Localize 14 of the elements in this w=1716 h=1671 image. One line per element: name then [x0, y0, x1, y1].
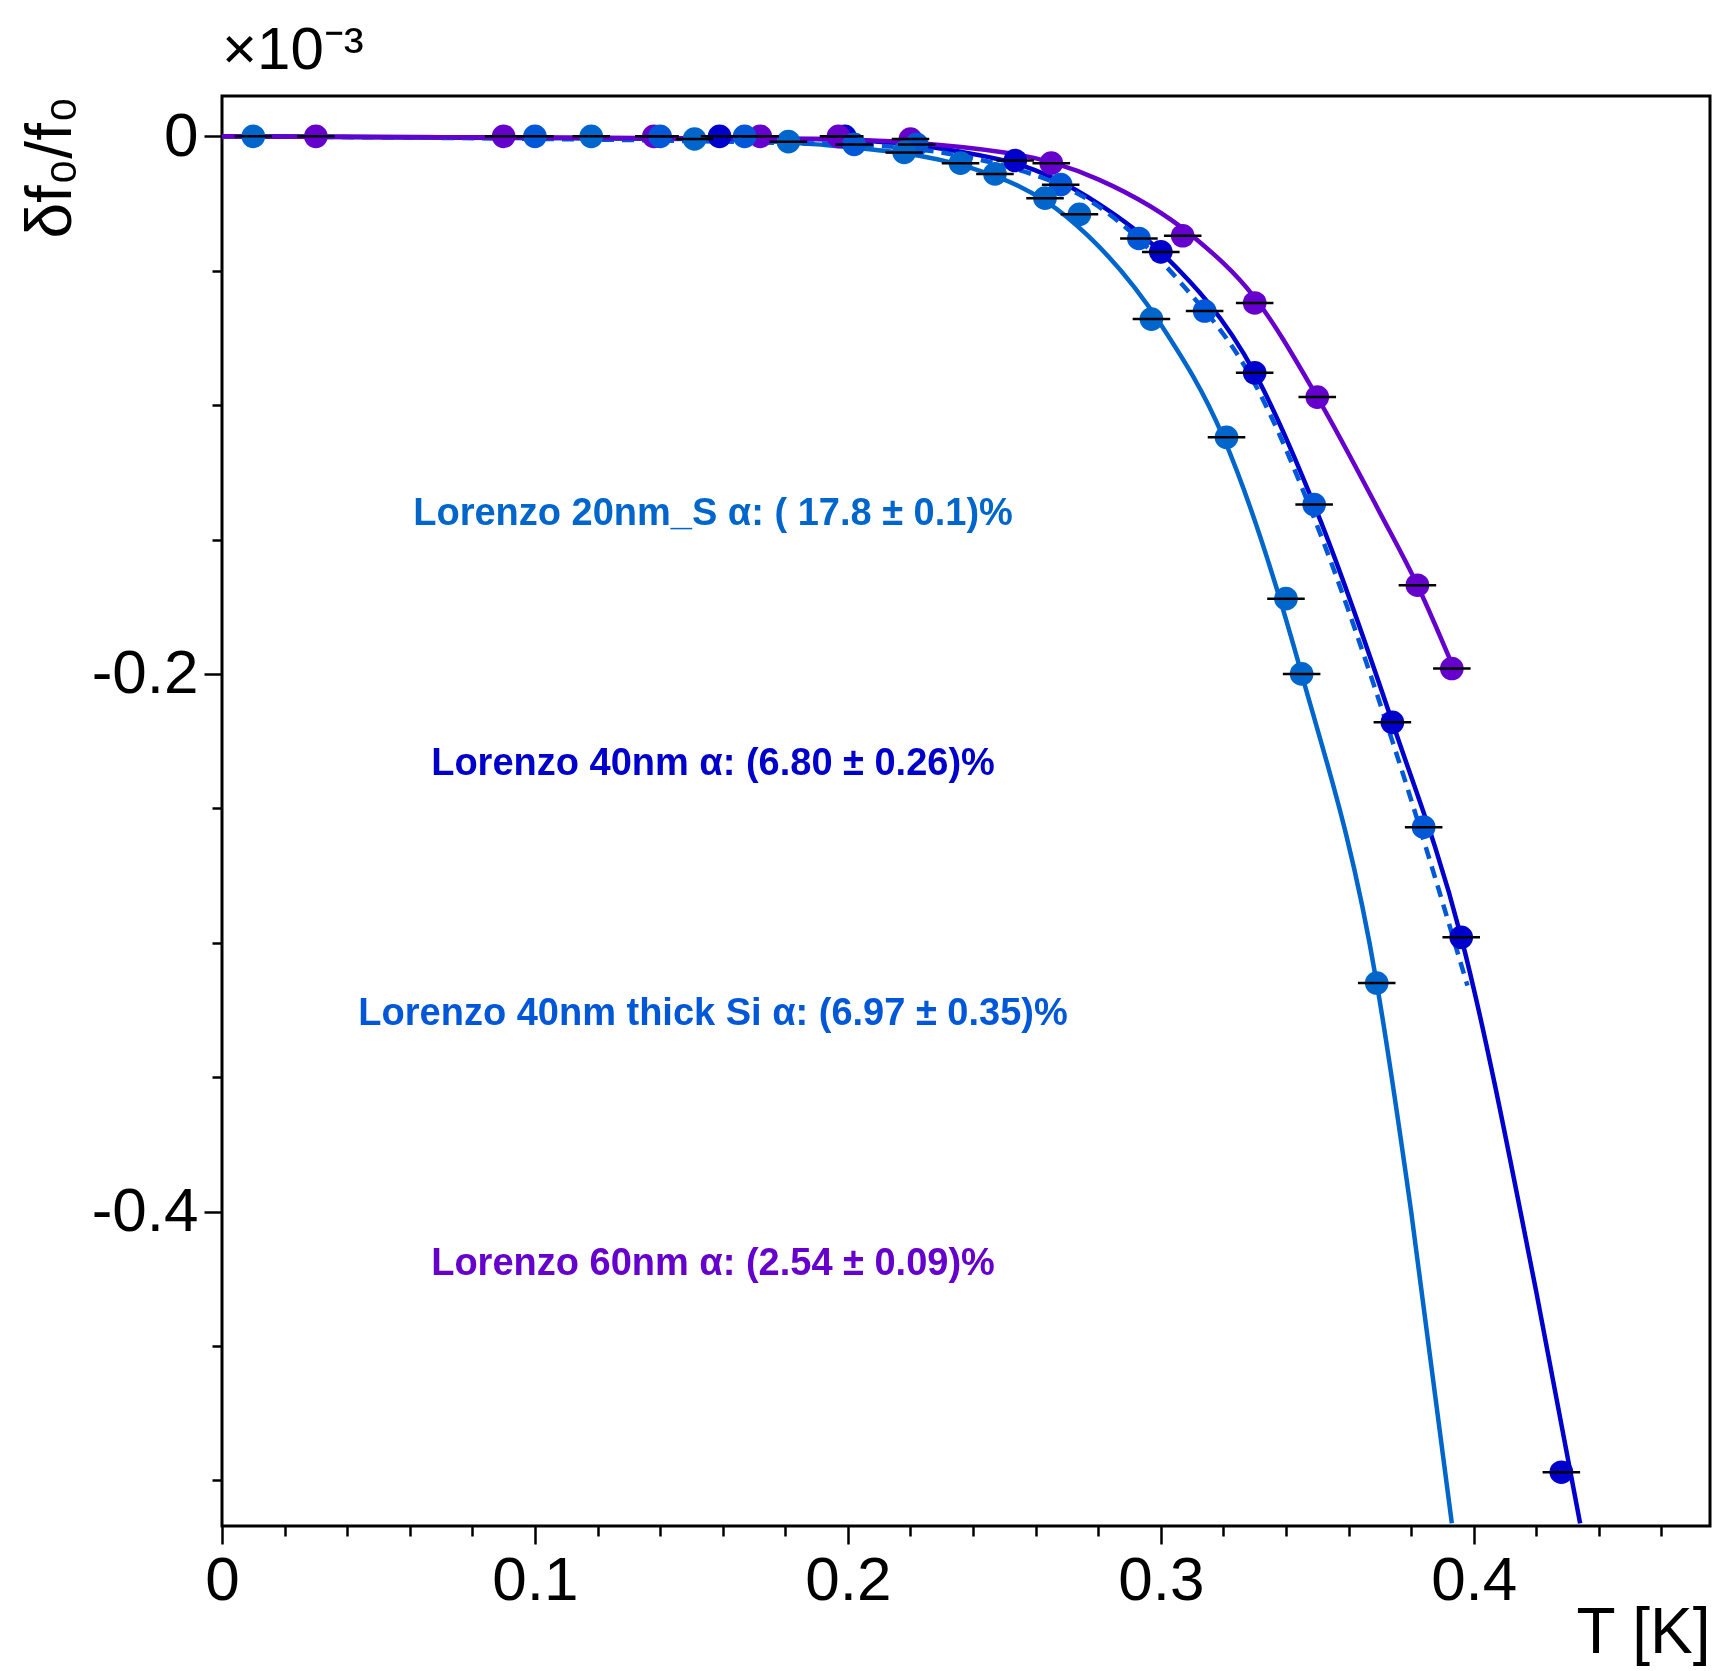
text: Lorenzo 20nm_S α: ( 17.8 ± 0.1)% — [413, 491, 1013, 533]
x-tick-label: 0.2 — [805, 1543, 892, 1613]
y-tick-label: -0.4 — [91, 1175, 199, 1245]
text: Lorenzo 40nm α: (6.80 ± 0.26)% — [431, 741, 995, 783]
text: Lorenzo 40nm thick Si α: (6.97 ± 0.35)% — [358, 991, 1068, 1033]
x-tick-label: 0.1 — [492, 1543, 579, 1613]
y-tick-label: -0.2 — [91, 637, 199, 707]
y-tick-label: 0 — [164, 99, 199, 169]
text: Lorenzo 60nm α: (2.54 ± 0.09)% — [431, 1241, 995, 1283]
x-tick-label: 0.4 — [1431, 1543, 1518, 1613]
text: ×10⁻³ — [222, 15, 364, 82]
x-tick-label: 0.3 — [1118, 1543, 1205, 1613]
x-axis-title: T [K] — [1576, 1594, 1711, 1667]
y-axis-title: δf₀/f₀ — [12, 96, 85, 239]
